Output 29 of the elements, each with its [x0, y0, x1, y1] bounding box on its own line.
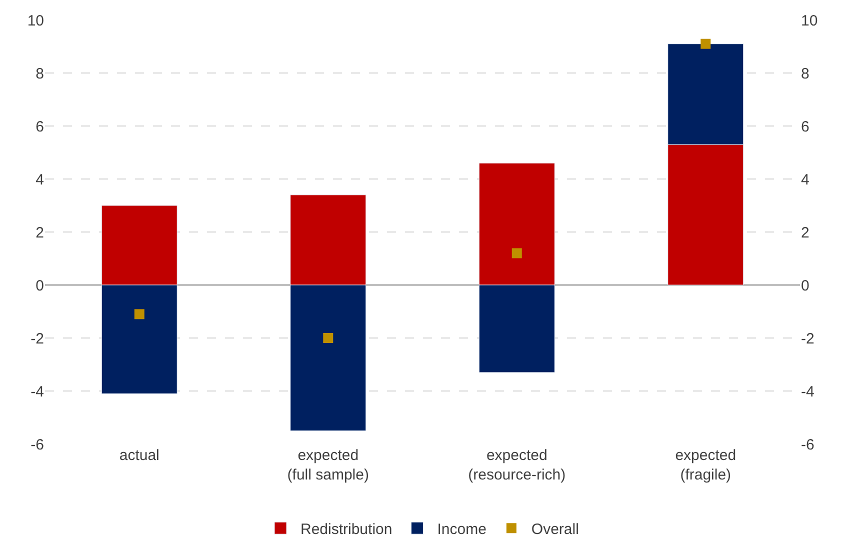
y2-tick-label: -6	[801, 436, 814, 454]
y-tick-label: 10	[27, 12, 44, 30]
y-tick-label: 2	[36, 224, 44, 242]
point	[323, 333, 334, 343]
y2-tick-label: 4	[801, 171, 810, 188]
point	[700, 38, 711, 49]
y2-tick-label: 6	[801, 118, 810, 136]
y-tick-label: -4	[30, 383, 44, 400]
y2-tick-label: -4	[801, 383, 814, 400]
y-tick-label: -2	[30, 330, 44, 348]
x-tick-label: expected (resource-rich)	[468, 447, 566, 484]
y2-tick-label: 0	[801, 277, 810, 294]
y-tick-label: 4	[36, 171, 44, 188]
legend-label: Income	[437, 520, 486, 538]
legend-label: Overall	[531, 520, 579, 538]
x-tick-label: expected (full sample)	[287, 447, 369, 484]
y-tick-label: 8	[36, 65, 44, 82]
legend-label: Redistribution	[300, 520, 392, 538]
y2-tick-label: 10	[801, 12, 818, 30]
y2-tick-label: -2	[801, 330, 814, 348]
point	[134, 309, 144, 320]
y2-tick-label: 2	[801, 224, 810, 242]
x-tick-label: expected (fragile)	[675, 447, 736, 484]
y-tick-label: 6	[36, 118, 44, 136]
y2-tick-label: 8	[801, 65, 810, 82]
point	[512, 248, 522, 258]
x-tick-label: actual	[119, 447, 160, 464]
y-tick-label: -6	[30, 436, 44, 454]
y-tick-label: 0	[36, 277, 44, 294]
